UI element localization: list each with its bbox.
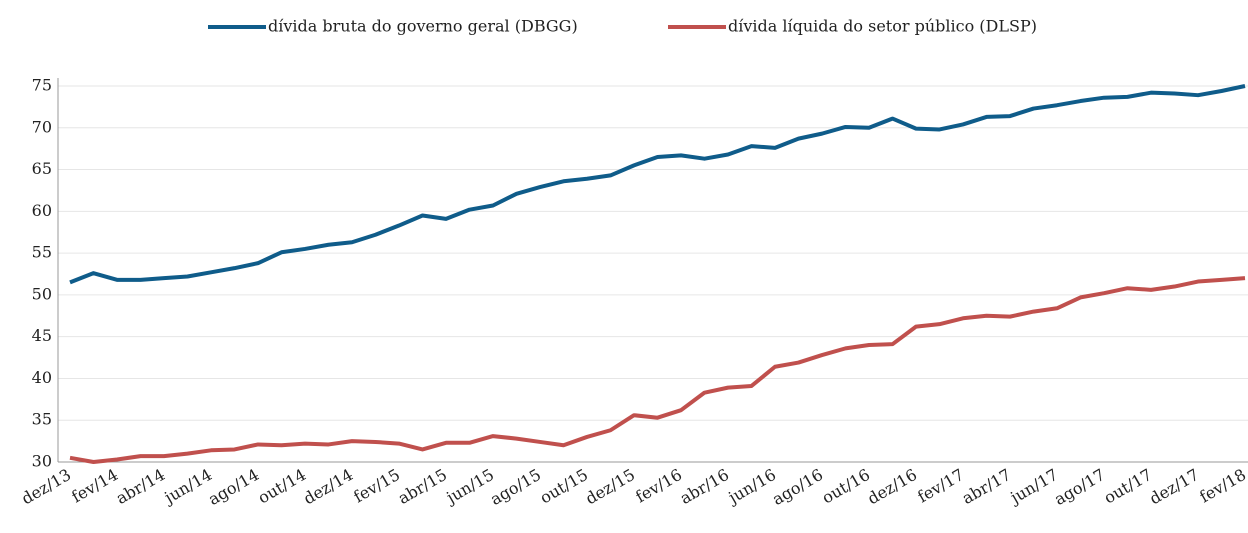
y-tick-label: 30: [32, 452, 52, 471]
x-tick-label: abr/15: [395, 465, 451, 508]
x-tick-label: abr/16: [677, 465, 733, 508]
x-tick-label: dez/16: [864, 465, 920, 508]
x-tick-label: fev/17: [914, 465, 967, 507]
x-tick-label: dez/15: [582, 465, 638, 508]
y-tick-label: 75: [32, 76, 52, 95]
x-tick-label: ago/17: [1051, 465, 1108, 509]
y-tick-label: 50: [32, 284, 52, 303]
x-tick-label: abr/17: [959, 465, 1015, 508]
x-tick-label: fev/18: [1196, 465, 1248, 507]
x-tick-label: fev/14: [68, 465, 121, 507]
x-tick-label: ago/16: [769, 465, 826, 509]
y-tick-label: 60: [32, 201, 52, 220]
x-tick-label: jun/17: [1006, 465, 1062, 508]
x-tick-label: ago/14: [205, 465, 262, 509]
x-tick-label: ago/15: [487, 465, 544, 509]
y-tick-label: 65: [32, 159, 52, 178]
series-line: [69, 84, 1246, 285]
y-tick-label: 45: [32, 326, 52, 345]
x-tick-label: out/15: [537, 465, 592, 508]
x-tick-label: fev/16: [632, 465, 685, 507]
y-tick-label: 35: [32, 410, 52, 429]
x-tick-label: out/14: [255, 465, 310, 508]
y-tick-label: 55: [32, 243, 52, 262]
x-tick-label: dez/13: [18, 465, 74, 508]
y-tick-label: 40: [32, 368, 52, 387]
x-tick-label: jun/16: [724, 465, 780, 508]
x-tick-label: out/17: [1101, 465, 1156, 508]
x-tick-label: out/16: [819, 465, 874, 508]
y-tick-label: 70: [32, 117, 52, 136]
legend-label: dívida líquida do setor público (DLSP): [728, 17, 1037, 36]
x-tick-label: abr/14: [113, 465, 169, 508]
x-tick-label: fev/15: [350, 465, 403, 507]
x-tick-label: dez/17: [1146, 465, 1202, 508]
x-tick-label: jun/15: [442, 465, 498, 508]
x-tick-label: jun/14: [160, 465, 216, 508]
legend-label: dívida bruta do governo geral (DBGG): [268, 17, 578, 36]
x-tick-label: dez/14: [300, 465, 356, 508]
series-line: [69, 276, 1246, 464]
